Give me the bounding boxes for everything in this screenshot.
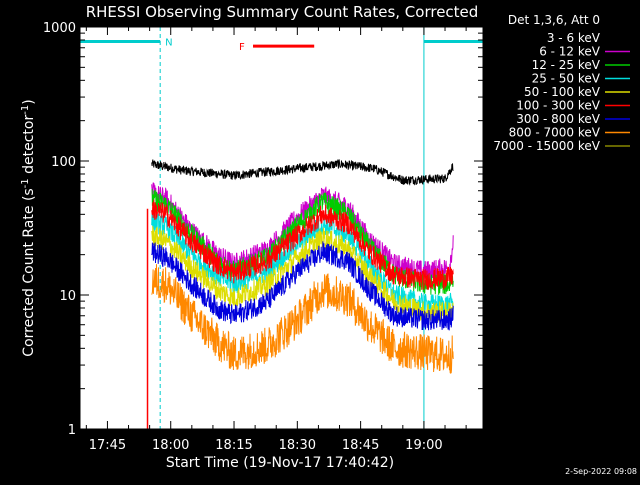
y-axis-label-main: Corrected Count Rate (s (21, 188, 37, 356)
series-line (151, 158, 454, 186)
legend-entry-label: 3 - 6 keV (547, 31, 601, 45)
y-tick-label: 1000 (43, 21, 76, 36)
flare-label: F (239, 42, 245, 53)
series-line (151, 241, 454, 331)
legend-title: Det 1,3,6, Att 0 (508, 13, 600, 27)
x-tick-label: 18:00 (152, 438, 189, 453)
legend-entry-label: 6 - 12 keV (539, 45, 601, 59)
legend-entry-label: 7000 - 15000 keV (493, 139, 600, 153)
legend-entry-label: 12 - 25 keV (532, 58, 601, 72)
plot-frame (79, 26, 484, 430)
plot-area (80, 27, 483, 429)
date-stamp: 2-Sep-2022 09:08 (565, 467, 637, 476)
y-axis-label: Corrected Count Rate (s-1 detector-1) (20, 99, 37, 356)
series-line (151, 264, 454, 374)
x-tick-label: 19:00 (405, 438, 442, 453)
y-tick-label: 10 (59, 289, 76, 304)
x-axis-label: Start Time (19-Nov-17 17:40:42) (166, 455, 394, 471)
y-axis-label-end: ) (21, 99, 37, 104)
legend-entry-label: 50 - 100 keV (524, 85, 601, 99)
y-tick-label: 100 (51, 155, 76, 170)
series-line (151, 188, 454, 295)
night-label: N (165, 37, 172, 48)
y-axis: 1 10 100 1000 (43, 21, 483, 438)
series-line (151, 199, 454, 291)
legend-entry-label: 300 - 800 keV (516, 112, 600, 126)
legend-entry-label: 100 - 300 keV (516, 99, 600, 113)
y-axis-label-mid: detector (21, 115, 37, 179)
x-tick-label: 17:45 (89, 438, 126, 453)
series-line (151, 226, 454, 322)
x-tick-label: 18:15 (215, 438, 252, 453)
legend-entry-label: 25 - 50 keV (532, 72, 601, 86)
x-axis: 17:45 18:00 18:15 18:30 18:45 19:00 (85, 27, 467, 453)
y-tick-label: 1 (68, 423, 76, 438)
data-series (146, 158, 454, 429)
chart-title: RHESSI Observing Summary Count Rates, Co… (86, 3, 479, 21)
y-axis-label-sup2: -1 (20, 105, 31, 115)
legend-entry-label: 800 - 7000 keV (509, 126, 601, 140)
y-axis-label-sup1: -1 (20, 178, 31, 188)
x-tick-label: 18:45 (342, 438, 379, 453)
x-tick-label: 18:30 (279, 438, 316, 453)
series-line (151, 182, 454, 281)
